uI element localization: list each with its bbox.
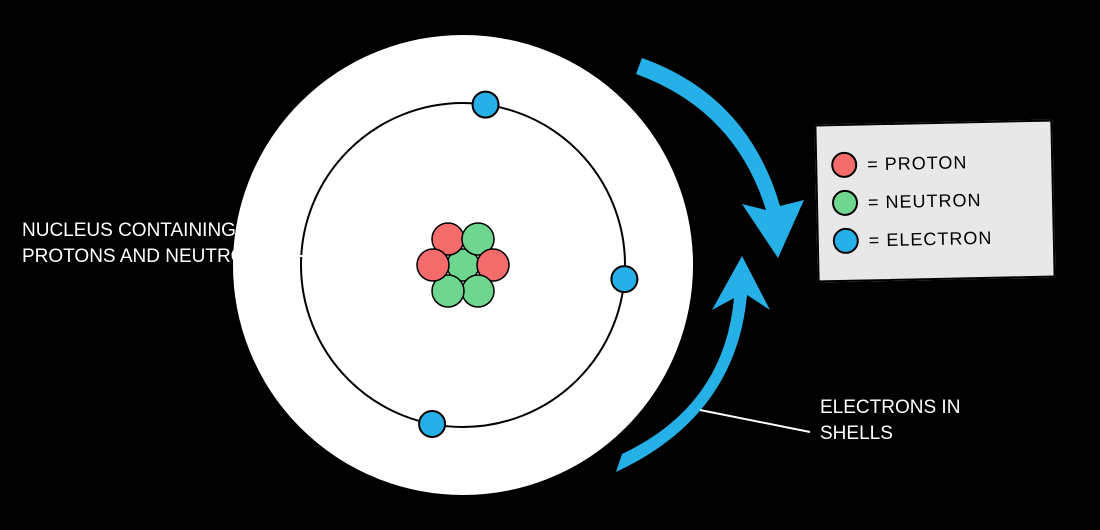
- electrons-label: ELECTRONS IN SHELLS: [820, 395, 960, 446]
- proton-swatch: [831, 152, 858, 179]
- nucleus-label-line1: NUCLEUS CONTAINING: [22, 218, 272, 244]
- legend-label-proton: = PROTON: [867, 152, 968, 175]
- legend-label-neutron: = NEUTRON: [868, 190, 982, 213]
- electron: [419, 411, 445, 437]
- electrons-label-line2: SHELLS: [820, 421, 960, 447]
- proton-particle: [417, 249, 449, 281]
- electrons-label-line1: ELECTRONS IN: [820, 395, 960, 421]
- legend-row-proton: = PROTON: [831, 148, 1026, 178]
- nucleus-label-line2: PROTONS AND NEUTRONS: [22, 244, 272, 270]
- legend-row-electron: = ELECTRON: [833, 224, 1028, 254]
- neutron-swatch: [832, 190, 859, 217]
- legend-row-neutron: = NEUTRON: [832, 186, 1027, 216]
- neutron-particle: [462, 275, 494, 307]
- electron: [473, 92, 499, 118]
- legend-box: = PROTON = NEUTRON = ELECTRON: [814, 120, 1055, 283]
- electron-swatch: [833, 228, 860, 255]
- legend-label-electron: = ELECTRON: [869, 227, 993, 251]
- leader-line-right: [700, 410, 810, 432]
- nucleus-label: NUCLEUS CONTAINING PROTONS AND NEUTRONS: [22, 218, 272, 269]
- electron: [611, 266, 637, 292]
